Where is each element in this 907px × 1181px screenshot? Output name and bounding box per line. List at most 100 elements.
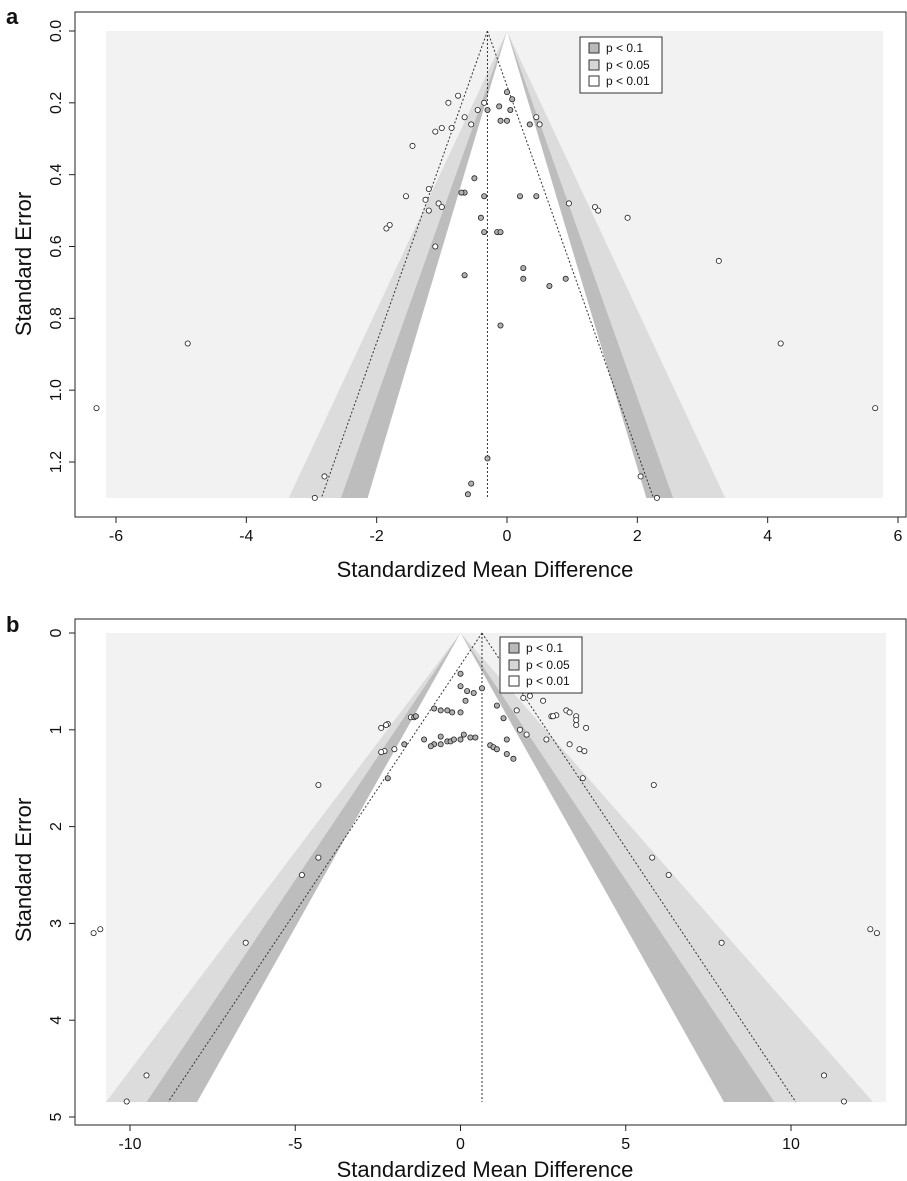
- panel-a-legend-swatch-p-lt-0-01: [588, 75, 600, 87]
- panel-b-data-point: [450, 736, 457, 743]
- panel-a-data-point: [93, 405, 100, 412]
- panel-a-x-tick-label: 0: [503, 528, 512, 545]
- panel-b-data-point: [526, 692, 533, 699]
- panel-a-legend-label-p-lt-0-1: p < 0.1: [606, 41, 643, 55]
- panel-a-y-tick-label: 0.6: [48, 235, 65, 257]
- panel-b-data-point: [573, 722, 580, 729]
- panel-a-data-point: [637, 473, 644, 480]
- panel-b-data-point: [437, 707, 444, 714]
- panel-a-y-tick-label: 0.8: [48, 307, 65, 329]
- panel-b-legend-swatch-p-lt-0-05: [508, 659, 520, 671]
- panel-a-data-point: [503, 89, 510, 96]
- panel-b-x-tick-label: 0: [456, 1136, 465, 1153]
- panel-b-legend-label-p-lt-0-01: p < 0.01: [526, 674, 570, 688]
- panel-a-data-point: [461, 114, 468, 121]
- panel-a-contour-p-lt-0-1-boundary: [367, 31, 647, 498]
- panel-a-data-point: [471, 175, 478, 182]
- panel-b-data-point: [378, 749, 385, 756]
- panel-b-data-point: [520, 694, 527, 701]
- panel-a-data-point: [562, 275, 569, 282]
- panel-a-data-point: [438, 125, 445, 132]
- panel-b-data-point: [573, 717, 580, 724]
- panel-b-data-point: [523, 731, 530, 738]
- panel-b-legend: p < 0.1 p < 0.05 p < 0.01: [499, 636, 583, 694]
- panel-b-data-point: [472, 734, 479, 741]
- panel-a-x-tick-label: 4: [763, 528, 772, 545]
- panel-b-data-point: [517, 726, 524, 733]
- panel-a-data-point: [468, 480, 475, 487]
- panel-a-legend-swatch-p-lt-0-05: [588, 59, 600, 71]
- panel-a-data-point: [497, 117, 504, 124]
- panel-b-data-point: [543, 736, 550, 743]
- panel-b-y-tick-label: 3: [48, 919, 65, 928]
- panel-b-x-tick-label: -5: [288, 1136, 302, 1153]
- panel-b-data-point: [503, 736, 510, 743]
- panel-b-y-axis-title: Standard Error: [11, 798, 36, 942]
- panel-b-data-point: [460, 731, 467, 738]
- panel-b-data-point: [315, 854, 322, 861]
- panel-a-y-tick-label: 0.4: [48, 163, 65, 185]
- panel-b-data-point: [431, 705, 438, 712]
- panel-a-data-point: [481, 99, 488, 106]
- panel-a-funnel-left-line: [320, 30, 488, 499]
- panel-b-data-point: [315, 782, 322, 789]
- panel-b-data-point: [444, 707, 451, 714]
- panel-b-x-tick-label: 5: [621, 1136, 630, 1153]
- panel-a-y-axis: 0.0 0.2 0.4 0.6 0.8 1.0 1.2: [48, 20, 75, 473]
- panel-a-data-point: [445, 99, 452, 106]
- panel-b-data-point: [513, 707, 520, 714]
- panel-b-data-point: [449, 709, 456, 716]
- panel-b-data-point: [97, 926, 104, 933]
- panel-b-y-tick-label: 0: [48, 628, 65, 637]
- panel-a-data-point: [526, 121, 533, 128]
- panel-b-data-point: [540, 697, 547, 704]
- panel-b-data-point: [493, 702, 500, 709]
- panel-a-data-point: [536, 121, 543, 128]
- panel-a-legend-label-p-lt-0-05: p < 0.05: [606, 58, 650, 72]
- panel-b-data-point: [665, 872, 672, 879]
- panel-b-data-point: [867, 926, 874, 933]
- panel-a-x-tick-label: -6: [109, 528, 123, 545]
- panel-a-data-point: [455, 92, 462, 99]
- panel-a-x-axis: -6 -4 -2 0 2 4 6: [109, 517, 903, 545]
- panel-a-data-point: [484, 107, 491, 114]
- panel-a-y-tick-label: 1.2: [48, 451, 65, 473]
- panel-a-y-tick-label: 0.2: [48, 92, 65, 114]
- panel-b-data-point: [298, 872, 305, 879]
- panel-b-data-point: [378, 724, 385, 731]
- panel-b-y-tick-label: 5: [48, 1112, 65, 1121]
- panel-a-x-tick-label: -2: [370, 528, 384, 545]
- panel-b-y-tick-label: 2: [48, 822, 65, 831]
- panel-a-data-point: [461, 272, 468, 279]
- panel-b-data-point: [576, 746, 583, 753]
- panel-a-legend-swatch-p-lt-0-1: [588, 42, 600, 54]
- panel-a-data-point: [496, 103, 503, 110]
- panel-b-data-point: [383, 722, 390, 729]
- panel-b-data-point: [123, 1098, 130, 1105]
- panel-b-significance-contours: [106, 633, 886, 1102]
- panel-b-data-point: [566, 709, 573, 716]
- panel-b-data-point: [242, 939, 249, 946]
- panel-b-x-tick-label: -10: [118, 1136, 141, 1153]
- panel-a-data-point: [507, 107, 514, 114]
- panel-a-data-point: [481, 229, 488, 236]
- panel-a-data-point: [503, 117, 510, 124]
- panel-b-data-point: [500, 715, 507, 722]
- panel-a-data-point: [477, 214, 484, 221]
- panel-b-funnel-plot: b -10 -5 0 5 10 0 1 2 3 4 5 Standardized Mean Dif…: [6, 612, 907, 1181]
- panel-b-data-point: [143, 1072, 150, 1079]
- panel-b-data-point: [550, 713, 557, 720]
- panel-a-x-tick-label: 6: [894, 528, 903, 545]
- panel-b-data-point: [437, 741, 444, 748]
- panel-a-data-point: [777, 340, 784, 347]
- panel-b-data-point: [462, 697, 469, 704]
- panel-a-data-point: [497, 229, 504, 236]
- panel-b-data-point: [427, 743, 434, 750]
- panel-a-data-point: [464, 491, 471, 498]
- panel-a-data-point: [425, 207, 432, 214]
- panel-a-data-point: [484, 455, 491, 462]
- panel-b-data-point: [437, 733, 444, 740]
- panel-a-y-tick-label: 1.0: [48, 379, 65, 401]
- panel-a-label: a: [6, 4, 19, 29]
- panel-b-data-point: [457, 683, 464, 690]
